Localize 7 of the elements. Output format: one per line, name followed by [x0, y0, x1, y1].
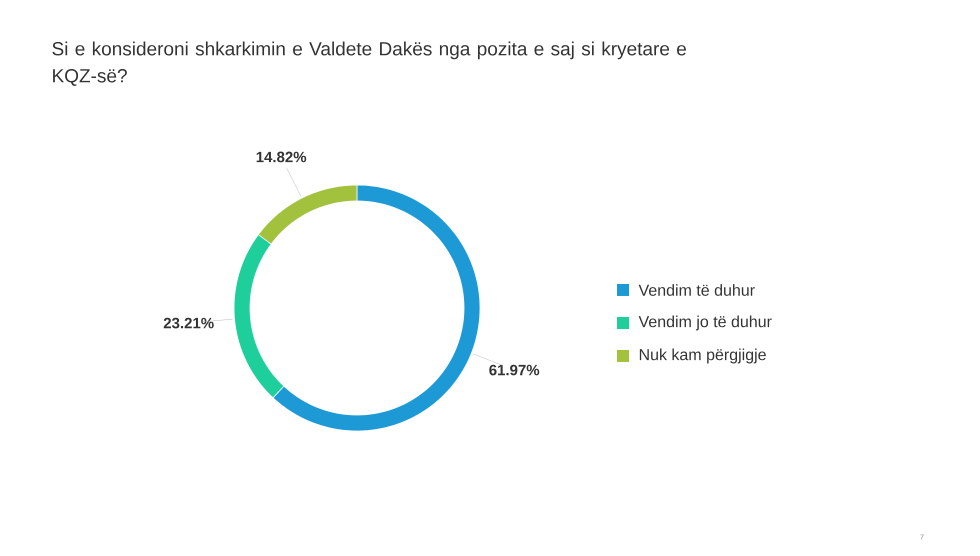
legend-label: Vendim të duhur — [638, 284, 755, 296]
data-label: 14.82% — [256, 152, 306, 162]
legend-label: Nuk kam përgjigje — [640, 348, 766, 364]
data-label: 23.21% — [164, 318, 214, 328]
chart-title: Si e konsideroni shkarkimin e Valdete Dakës nga pozita e saj si kryetare e KQZ-së? — [52, 42, 686, 86]
data-label: 61.97% — [489, 364, 540, 376]
legend-label: Vendim jo të duhur — [638, 316, 772, 330]
